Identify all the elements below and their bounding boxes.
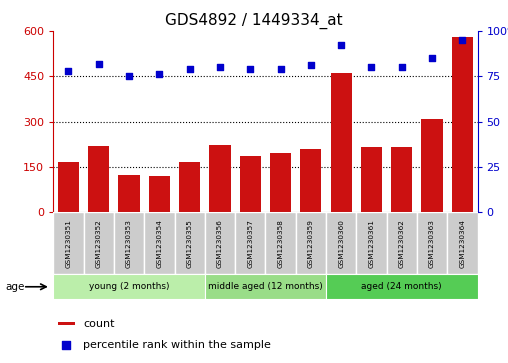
Point: [428, 55, 436, 61]
Point: [458, 37, 466, 43]
Bar: [422, 119, 442, 212]
Text: GSM1230364: GSM1230364: [459, 219, 465, 268]
Text: GSM1230354: GSM1230354: [156, 219, 163, 268]
Point: [367, 64, 375, 70]
Bar: [53, 274, 205, 299]
Text: GSM1230361: GSM1230361: [368, 219, 374, 268]
Bar: [118, 175, 140, 212]
Bar: [331, 73, 352, 212]
Text: GSM1230352: GSM1230352: [96, 219, 102, 268]
Text: GSM1230360: GSM1230360: [338, 219, 344, 268]
Text: GSM1230357: GSM1230357: [247, 219, 253, 268]
Text: GSM1230363: GSM1230363: [429, 219, 435, 268]
Text: GSM1230351: GSM1230351: [66, 219, 72, 268]
Text: count: count: [83, 319, 114, 329]
Point: [276, 66, 284, 72]
Point: [246, 66, 255, 72]
Bar: [387, 212, 417, 274]
Bar: [57, 322, 75, 325]
Text: GSM1230355: GSM1230355: [186, 219, 193, 268]
Text: aged (24 months): aged (24 months): [362, 282, 442, 291]
Bar: [114, 212, 144, 274]
Bar: [265, 212, 296, 274]
Bar: [391, 147, 412, 212]
Bar: [361, 147, 382, 212]
Bar: [452, 37, 473, 212]
Bar: [356, 212, 387, 274]
Bar: [205, 212, 235, 274]
Text: percentile rank within the sample: percentile rank within the sample: [83, 340, 271, 350]
Bar: [326, 212, 356, 274]
Bar: [179, 163, 200, 212]
Text: GSM1230359: GSM1230359: [308, 219, 314, 268]
Bar: [240, 156, 261, 212]
Point: [62, 342, 70, 348]
Bar: [300, 149, 322, 212]
Point: [398, 64, 406, 70]
Bar: [326, 274, 478, 299]
Bar: [53, 212, 84, 274]
Point: [94, 61, 103, 66]
Text: GSM1230362: GSM1230362: [399, 219, 405, 268]
Bar: [88, 146, 109, 212]
Bar: [58, 163, 79, 212]
Bar: [144, 212, 175, 274]
Point: [155, 72, 164, 77]
Bar: [149, 176, 170, 212]
Point: [337, 42, 345, 48]
Bar: [175, 212, 205, 274]
Text: GSM1230358: GSM1230358: [277, 219, 283, 268]
Text: young (2 months): young (2 months): [89, 282, 169, 291]
Bar: [84, 212, 114, 274]
Point: [185, 66, 194, 72]
Point: [307, 62, 315, 68]
Bar: [270, 153, 291, 212]
Text: age: age: [5, 282, 24, 292]
Point: [65, 68, 73, 74]
Bar: [447, 212, 478, 274]
Bar: [296, 212, 326, 274]
Text: GDS4892 / 1449334_at: GDS4892 / 1449334_at: [165, 13, 343, 29]
Text: middle aged (12 months): middle aged (12 months): [208, 282, 323, 291]
Bar: [235, 212, 265, 274]
Text: GSM1230353: GSM1230353: [126, 219, 132, 268]
Bar: [417, 212, 447, 274]
Text: GSM1230356: GSM1230356: [217, 219, 223, 268]
Bar: [209, 145, 231, 212]
Point: [216, 64, 224, 70]
Point: [125, 73, 133, 79]
Bar: [205, 274, 326, 299]
